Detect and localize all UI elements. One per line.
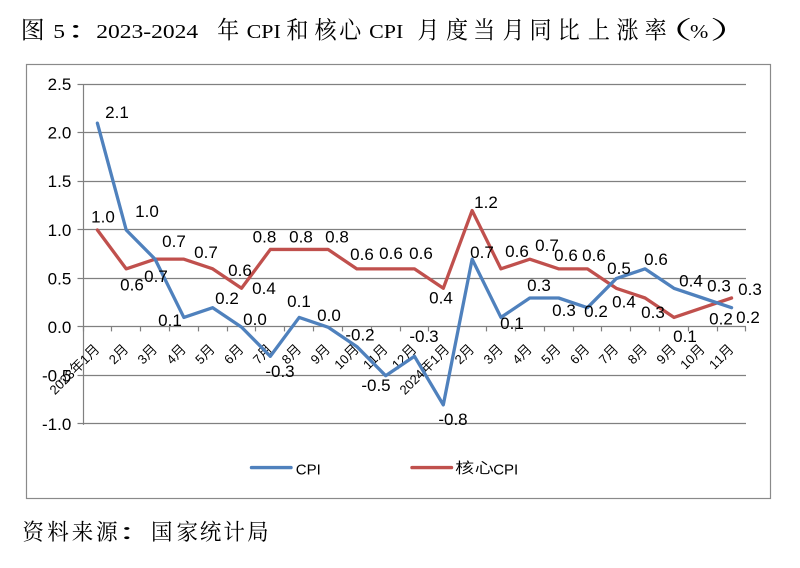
svg-text:CPI: CPI: [493, 461, 518, 478]
svg-text:0.1: 0.1: [287, 292, 311, 311]
svg-text:0.6: 0.6: [409, 244, 433, 263]
svg-text:0.6: 0.6: [120, 276, 144, 295]
svg-text:0.4: 0.4: [252, 279, 276, 298]
svg-text:0.8: 0.8: [289, 228, 313, 247]
svg-text:5: 5: [53, 19, 65, 42]
svg-text:0.4: 0.4: [612, 293, 636, 312]
svg-text:0.3: 0.3: [707, 277, 731, 296]
svg-text:3: 3: [480, 351, 496, 367]
svg-text:-0.2: -0.2: [345, 326, 374, 345]
svg-text:-0.3: -0.3: [409, 327, 438, 346]
svg-text:0.1: 0.1: [158, 311, 182, 330]
svg-text:-0.3: -0.3: [265, 362, 294, 381]
svg-text:0.6: 0.6: [379, 244, 403, 263]
svg-text:0.8: 0.8: [325, 228, 349, 247]
svg-text:0.6: 0.6: [582, 246, 606, 265]
svg-text:7: 7: [250, 351, 266, 367]
svg-text:0.1: 0.1: [673, 327, 697, 346]
svg-text:0.3: 0.3: [738, 280, 762, 299]
svg-text:0.7: 0.7: [535, 236, 559, 255]
svg-text:0.4: 0.4: [679, 272, 703, 291]
svg-text:0.3: 0.3: [641, 303, 665, 322]
svg-text:1.5: 1.5: [48, 172, 72, 191]
svg-text:0.3: 0.3: [527, 276, 551, 295]
svg-text:0.0: 0.0: [48, 318, 72, 337]
svg-text:-0.8: -0.8: [438, 410, 467, 429]
svg-text:1.0: 1.0: [48, 221, 72, 240]
svg-text:0.7: 0.7: [144, 267, 168, 286]
svg-text:3: 3: [135, 351, 151, 367]
svg-text:4: 4: [509, 351, 525, 367]
svg-text:-0.5: -0.5: [361, 376, 390, 395]
svg-text:%: %: [690, 20, 708, 43]
svg-text:2.1: 2.1: [105, 103, 129, 122]
svg-text:0.0: 0.0: [317, 306, 341, 325]
svg-text:0.5: 0.5: [607, 259, 631, 278]
svg-text:2023-2024: 2023-2024: [96, 19, 198, 42]
svg-text:6: 6: [567, 351, 583, 367]
svg-text:CPI: CPI: [369, 20, 403, 43]
svg-text:0.0: 0.0: [243, 310, 267, 329]
svg-text:7: 7: [596, 351, 612, 367]
svg-text:0.6: 0.6: [350, 245, 374, 264]
svg-text:0.7: 0.7: [194, 243, 218, 262]
svg-text:-1.0: -1.0: [42, 415, 71, 434]
svg-text:9: 9: [653, 351, 669, 367]
svg-text:6: 6: [221, 351, 237, 367]
svg-text:0.2: 0.2: [584, 302, 608, 321]
svg-text:0.3: 0.3: [552, 301, 576, 320]
svg-text:1.0: 1.0: [91, 208, 115, 227]
svg-text:2.5: 2.5: [48, 75, 72, 94]
svg-text:0.7: 0.7: [470, 243, 494, 262]
svg-text:0.6: 0.6: [228, 261, 252, 280]
svg-text:0.6: 0.6: [554, 246, 578, 265]
svg-text:1: 1: [77, 351, 93, 367]
svg-text:0.2: 0.2: [736, 308, 760, 327]
svg-text:0.1: 0.1: [500, 314, 524, 333]
svg-text:0.5: 0.5: [48, 269, 72, 288]
svg-text:-0.5: -0.5: [42, 367, 71, 386]
svg-text:9: 9: [308, 351, 324, 367]
svg-text:2: 2: [106, 351, 122, 367]
svg-text:0.6: 0.6: [644, 250, 668, 269]
svg-text:1.2: 1.2: [474, 193, 498, 212]
svg-text:4: 4: [163, 351, 179, 367]
svg-text:0.7: 0.7: [162, 232, 186, 251]
svg-text:0.2: 0.2: [709, 310, 733, 329]
svg-text:0.2: 0.2: [215, 289, 239, 308]
svg-text:0.6: 0.6: [505, 242, 529, 261]
svg-text:5: 5: [538, 351, 554, 367]
svg-text:5: 5: [192, 351, 208, 367]
svg-text:CPI: CPI: [296, 461, 321, 478]
svg-text:0.4: 0.4: [429, 289, 453, 308]
svg-text:2.0: 2.0: [48, 124, 72, 143]
svg-text:8: 8: [625, 351, 641, 367]
svg-text:1.0: 1.0: [135, 202, 159, 221]
svg-text:1: 1: [427, 351, 443, 367]
svg-text:0.8: 0.8: [253, 228, 277, 247]
svg-text:CPI: CPI: [247, 20, 281, 43]
